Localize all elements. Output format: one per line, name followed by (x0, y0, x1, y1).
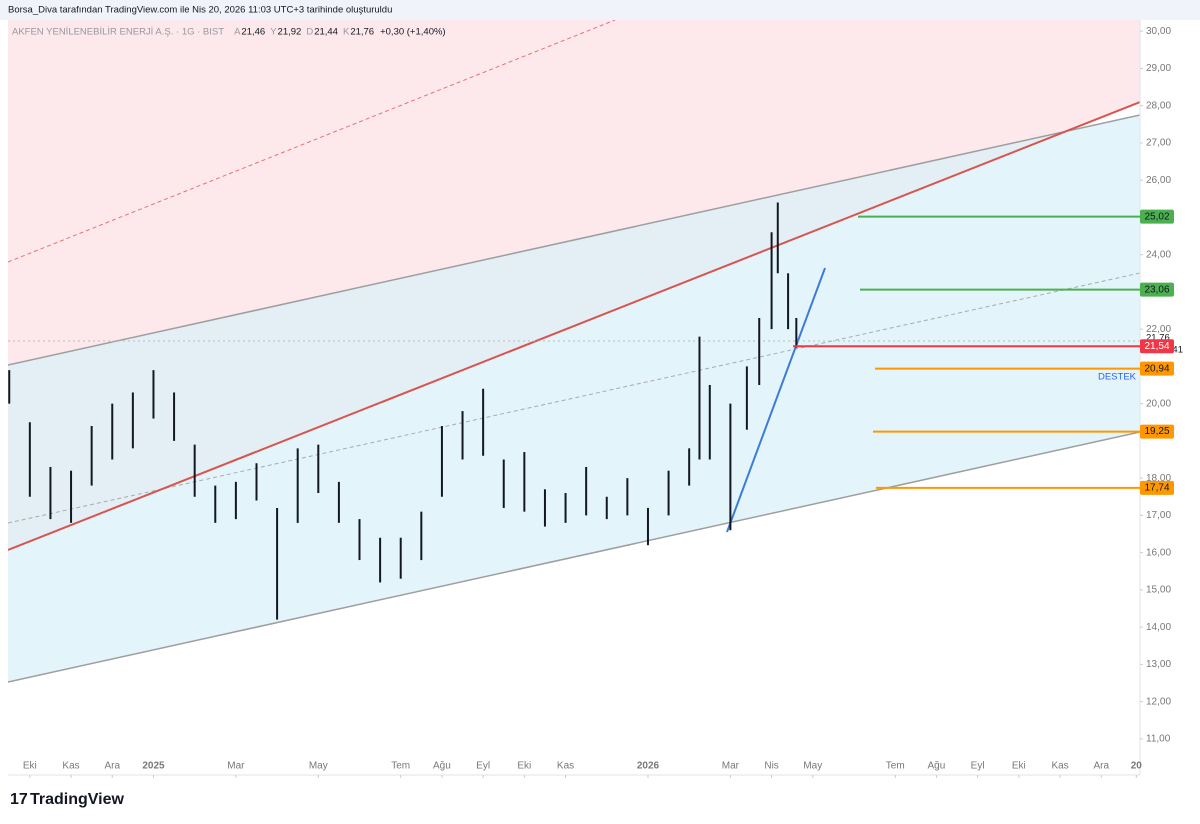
x-tick-label: 20 (1131, 761, 1143, 772)
y-tick-label: 24,00 (1146, 249, 1171, 260)
x-tick-label: May (803, 761, 822, 772)
level-label: 20,94 (1144, 363, 1169, 374)
level-tag (1140, 361, 1174, 376)
level-tag (1140, 209, 1174, 224)
trend-red (8, 101, 1140, 551)
y-tick-label: 17,00 (1146, 510, 1171, 521)
y-tick-label: 12,00 (1146, 696, 1171, 707)
logo-mark: 17 (10, 791, 28, 808)
level-tag (1140, 282, 1174, 297)
x-tick-label: Kas (62, 761, 79, 772)
y-tick-label: 30,00 (1146, 26, 1171, 37)
legend-value: +0,30 (+1,40%) (380, 27, 446, 38)
header-text: Borsa_Diva tarafından TradingView.com il… (8, 5, 392, 16)
channel-mid (8, 272, 1140, 524)
last-price: 21,76 (1146, 333, 1170, 344)
legend-value: 21,76 (350, 27, 374, 38)
level-label: 17,74 (1144, 482, 1169, 493)
legend-value: 21,44 (314, 27, 338, 38)
support-label: DESTEK (1098, 372, 1137, 383)
x-tick-label: Eki (1012, 761, 1026, 772)
axes: 30,00 29,00 28,00 27,00 26,00 24,00 22,00 20,00… (23, 26, 1171, 778)
x-tick-label: Eki (517, 761, 531, 772)
x-tick-label: Tem (391, 761, 410, 772)
x-tick-label: 2025 (142, 761, 165, 772)
channel-bottom (8, 431, 1140, 683)
x-tick-label: Ara (1093, 761, 1109, 772)
y-tick-label: 28,00 (1146, 100, 1171, 111)
price-axis (1140, 20, 1200, 775)
x-tick-label: Kas (557, 761, 574, 772)
legend-key: K (343, 27, 350, 38)
x-tick-label: Eki (23, 761, 37, 772)
x-tick-label: Tem (886, 761, 905, 772)
legend-key: D (306, 27, 313, 38)
y-tick-label: 13,00 (1146, 659, 1171, 670)
x-tick-label: Eyl (476, 761, 490, 772)
trend-red-dashed (8, 20, 616, 263)
footer-logo: TradingView (30, 791, 125, 808)
y-tick-label: 11,00 (1146, 734, 1171, 745)
y-tick-label: 15,00 (1146, 585, 1171, 596)
x-tick-label: 2026 (637, 761, 660, 772)
y-tick-label: 26,00 (1146, 175, 1171, 186)
y-tick-label: 22,00 (1146, 324, 1171, 335)
drawings (8, 20, 1140, 683)
level-tag (1140, 424, 1174, 439)
header-bar (0, 0, 1200, 20)
legend-value: 21,46 (241, 27, 265, 38)
x-tick-label: Nis (764, 761, 778, 772)
level-label: 25,02 (1144, 211, 1169, 222)
y-tick-label: 14,00 (1146, 622, 1171, 633)
x-tick-label: Eyl (971, 761, 985, 772)
y-tick-label: 29,00 (1146, 63, 1171, 74)
channel-top (8, 114, 1140, 366)
channel-fill (8, 115, 1140, 682)
legend-key: Y (270, 27, 277, 38)
x-tick-label: May (309, 761, 328, 772)
y-tick-label: 16,00 (1146, 547, 1171, 558)
y-tick-label: 20,00 (1146, 398, 1171, 409)
level-tag (1140, 480, 1174, 495)
x-tick-label: Ağu (433, 761, 451, 772)
level-label: 19,25 (1144, 426, 1169, 437)
x-tick-label: Kas (1051, 761, 1068, 772)
y-tick-label: 27,00 (1146, 138, 1171, 149)
legend-key: A (234, 27, 241, 38)
price-bars (8, 202, 798, 620)
legend-title: AKFEN YENİLENEBİLİR ENERJİ A.Ş. · 1G · B… (12, 27, 224, 38)
y-tick-label: 18,00 (1146, 473, 1171, 484)
x-tick-label: Ara (104, 761, 120, 772)
legend-value: 21,92 (278, 27, 302, 38)
level-label: 23,06 (1144, 284, 1169, 295)
x-tick-label: Mar (722, 761, 740, 772)
x-tick-label: Mar (227, 761, 245, 772)
x-tick-label: Ağu (928, 761, 946, 772)
legend: AKFEN YENİLENEBİLİR ENERJİ A.Ş. · 1G · B… (12, 27, 446, 38)
trend-blue (726, 267, 826, 533)
level-label: 21,54 (1144, 341, 1169, 352)
levels: 25,02 23,06 21,54 20,94 19,25 17,74 (793, 209, 1174, 495)
level-tag (1140, 339, 1174, 354)
